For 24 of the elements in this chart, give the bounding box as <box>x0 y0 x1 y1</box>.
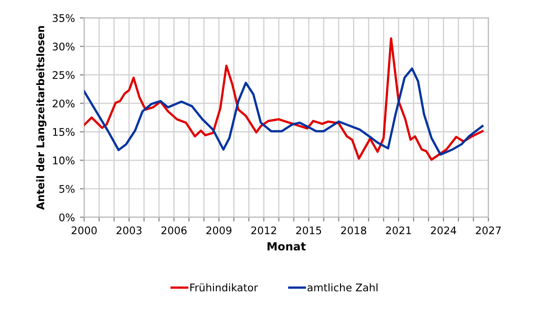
x-tick-label: 2024 <box>430 226 456 234</box>
x-tick-label: 2003 <box>116 226 142 234</box>
line-series <box>84 37 484 161</box>
x-tick-label: 2027 <box>476 226 501 234</box>
y-tick-label: 20% <box>52 100 75 108</box>
y-axis-title: Anteil der Langzeitarbeitslosen <box>36 26 46 210</box>
legend-label: amtliche Zahl <box>308 283 378 292</box>
x-tick-label: 2012 <box>251 226 276 234</box>
x-tick-label: 2018 <box>341 226 366 234</box>
y-tick-label: 35% <box>52 14 75 22</box>
y-tick-label: 10% <box>53 156 75 164</box>
x-tick-label: 2021 <box>386 226 411 234</box>
y-tick-label: 15% <box>53 128 75 136</box>
y-tick-label: 25% <box>52 71 75 79</box>
x-tick-label: 2000 <box>72 226 97 234</box>
x-tick-label: 2009 <box>206 226 232 234</box>
x-axis-title: Monat <box>268 242 306 250</box>
y-tick-label: 0% <box>59 213 75 222</box>
x-tick-label: 2015 <box>296 226 322 234</box>
x-tick-label: 2006 <box>161 226 187 234</box>
y-tick-label: 5% <box>59 184 75 193</box>
line-series <box>84 67 484 156</box>
y-tick-label: 30% <box>52 42 75 50</box>
legend-label: Frühindikator <box>190 283 258 292</box>
